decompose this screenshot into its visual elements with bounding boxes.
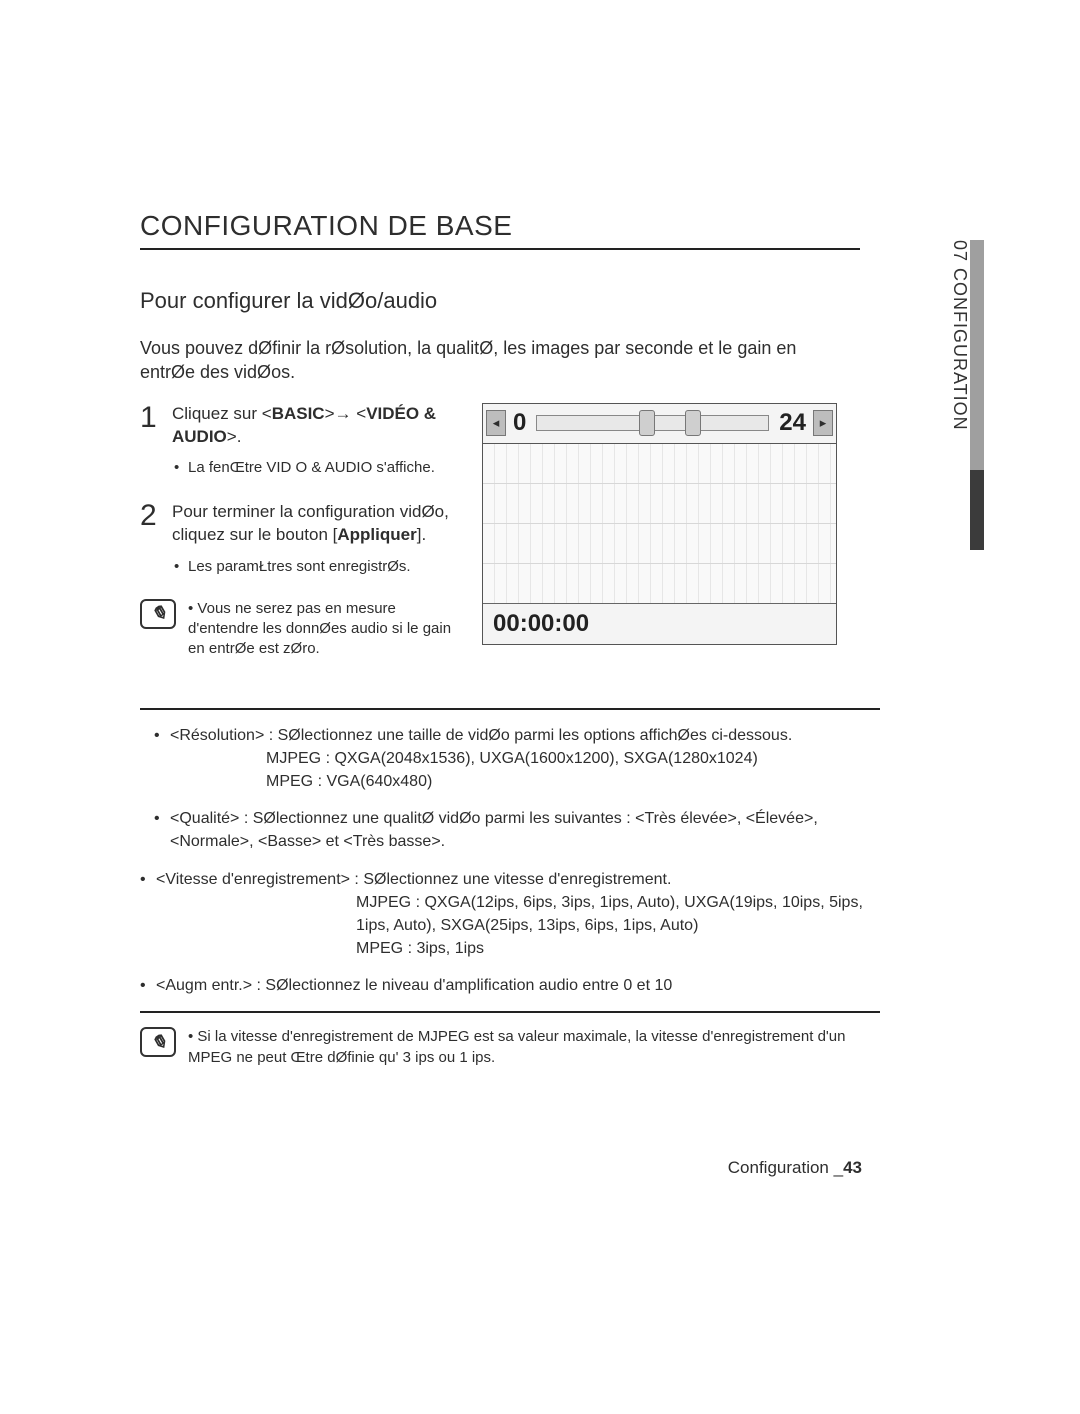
side-bar-marker	[970, 470, 984, 550]
spec-resolution: <Résolution> : SØlectionnez une taille d…	[140, 724, 880, 794]
t: >.	[227, 427, 242, 446]
t: MPEG : 3ips, 1ips	[156, 937, 880, 960]
next-icon: ▸	[813, 410, 833, 436]
prev-icon: ◂	[486, 410, 506, 436]
footer-label: Configuration _	[728, 1158, 843, 1177]
intro-text: Vous pouvez dØfinir la rØsolution, la qu…	[140, 336, 840, 385]
subtitle: Pour configurer la vidØo/audio	[140, 288, 940, 314]
step-body: Pour terminer la configuration vidØo, cl…	[172, 501, 460, 583]
step-body: Cliquez sur <BASIC>→ <VIDÉO & AUDIO>. La…	[172, 403, 460, 485]
step-2: 2 Pour terminer la configuration vidØo, …	[140, 501, 460, 583]
slider-knob	[685, 410, 701, 436]
timeline-grid	[483, 444, 836, 604]
timeline-slider	[536, 415, 769, 431]
spec-gain: <Augm entr.> : SØlectionnez le niveau d'…	[140, 974, 880, 997]
slider-knob	[639, 410, 655, 436]
note-text: • Si la vitesse d'enregistrement de MJPE…	[188, 1027, 880, 1068]
section-title: CONFIGURATION DE BASE	[140, 210, 860, 250]
t: >→ <	[325, 404, 367, 423]
pencil-icon: ✎	[147, 601, 168, 626]
side-tab: 07 CONFIGURATION	[949, 240, 970, 431]
note-icon: ✎	[140, 1027, 176, 1057]
two-column-area: 1 Cliquez sur <BASIC>→ <VIDÉO & AUDIO>. …	[140, 403, 940, 660]
left-value: 0	[513, 409, 526, 437]
t: MPEG : VGA(640x480)	[170, 770, 880, 793]
step-number: 2	[140, 501, 160, 583]
t: <Résolution> : SØlectionnez une taille d…	[170, 727, 792, 744]
note-1: ✎ • Vous ne serez pas en mesure d'entend…	[140, 599, 460, 660]
screenshot-column: ◂ 0 24 ▸ 00:00:00	[482, 403, 842, 660]
t: BASIC	[272, 404, 325, 423]
right-value: 24	[779, 409, 806, 437]
page-number: 43	[843, 1158, 862, 1177]
grid-row	[483, 484, 836, 524]
t: ].	[417, 525, 426, 544]
shot-footer: 00:00:00	[483, 604, 836, 644]
video-player-screenshot: ◂ 0 24 ▸ 00:00:00	[482, 403, 837, 645]
t: MJPEG : QXGA(2048x1536), UXGA(1600x1200)…	[170, 747, 880, 770]
pencil-icon: ✎	[147, 1030, 168, 1055]
timecode: 00:00:00	[493, 610, 589, 638]
page-footer: Configuration _43	[728, 1158, 862, 1178]
divider	[140, 708, 880, 710]
t: <Vitesse d'enregistrement> : SØlectionne…	[156, 871, 671, 888]
step-number: 1	[140, 403, 160, 485]
spec-block: <Résolution> : SØlectionnez une taille d…	[140, 708, 880, 1068]
side-tab-label: 07 CONFIGURATION	[949, 240, 970, 431]
t: Appliquer	[337, 525, 416, 544]
step-bullet: Les paramŁtres sont enregistrØs.	[174, 557, 460, 577]
spec-speed: <Vitesse d'enregistrement> : SØlectionne…	[140, 868, 880, 961]
t: MJPEG : QXGA(12ips, 6ips, 3ips, 1ips, Au…	[156, 891, 880, 937]
steps-column: 1 Cliquez sur <BASIC>→ <VIDÉO & AUDIO>. …	[140, 403, 460, 660]
step-1: 1 Cliquez sur <BASIC>→ <VIDÉO & AUDIO>. …	[140, 403, 460, 485]
t: Cliquez sur <	[172, 404, 272, 423]
grid-row	[483, 564, 836, 603]
grid-row	[483, 524, 836, 564]
step-bullet: La fenŒtre VID O & AUDIO s'affiche.	[174, 458, 460, 478]
divider	[140, 1011, 880, 1013]
note-2: ✎ • Si la vitesse d'enregistrement de MJ…	[140, 1027, 880, 1068]
spec-quality: <Qualité> : SØlectionnez une qualitØ vid…	[140, 807, 880, 853]
grid-row	[483, 444, 836, 484]
shot-toolbar: ◂ 0 24 ▸	[483, 404, 836, 444]
note-icon: ✎	[140, 599, 176, 629]
note-text: • Vous ne serez pas en mesure d'entendre…	[188, 599, 460, 660]
page: 07 CONFIGURATION CONFIGURATION DE BASE P…	[0, 0, 1080, 1414]
